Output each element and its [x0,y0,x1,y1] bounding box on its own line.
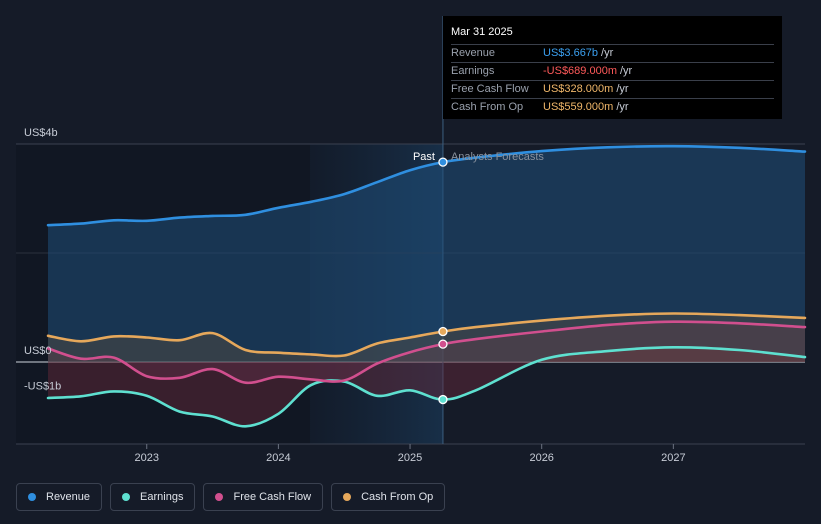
tooltip-label: Revenue [451,47,496,59]
free-cash-flow-dot-icon [215,493,224,501]
revenue-dot-icon [28,493,36,501]
revenue-line [46,144,807,227]
legend-item-free-cash-flow[interactable]: Free Cash Flow [203,483,324,511]
cash-from-op-marker [438,326,448,337]
free-cash-flow-line [46,320,807,385]
tooltip-date: Mar 31 2025 [451,26,513,38]
revenue-marker [438,157,448,167]
x-tick-label: 2027 [661,452,685,464]
cash-from-op-dot-icon [343,493,352,501]
x-tick-label: 2024 [266,452,290,464]
tooltip-label: Earnings [451,65,495,77]
legend-item-earnings[interactable]: Earnings [110,483,196,511]
earnings-area [48,347,805,427]
x-tick-label: 2023 [134,452,158,464]
tooltip-unit: /yr [601,47,614,59]
legend: Revenue Earnings Free Cash Flow Cash Fro… [16,483,446,511]
tooltip-unit: /yr [620,65,633,77]
revenue-area [48,146,805,362]
earnings-marker [438,394,448,405]
tooltip-label: Cash From Op [451,101,524,113]
tooltip-value: US$328.000m [543,83,614,95]
tooltip-row-earnings: Earnings -US$689.000m /yr [451,62,774,80]
earnings-line [46,345,807,428]
tooltip-unit: /yr [616,83,629,95]
tooltip-value: US$3.667b [543,47,599,59]
earnings-dot-icon [122,493,131,501]
legend-item-revenue[interactable]: Revenue [16,483,103,511]
tooltip-unit: /yr [616,101,629,113]
x-tick-label: 2025 [398,452,422,464]
legend-label: Free Cash Flow [233,491,312,503]
legend-label: Cash From Op [361,491,434,503]
y-axis-label: US$4b [24,127,58,139]
x-tick-label: 2026 [529,452,553,464]
tooltip: Mar 31 2025 Revenue US$3.667b /yr Earnin… [443,16,782,119]
cash-from-op-line [46,312,807,358]
past-label: Past [413,151,435,163]
tooltip-row-free-cash-flow: Free Cash Flow US$328.000m /yr [451,80,774,98]
y-axis-label: -US$1b [24,380,61,392]
legend-item-cash-from-op[interactable]: Cash From Op [331,483,446,511]
y-axis-label: US$0 [24,345,52,357]
tooltip-row-revenue: Revenue US$3.667b /yr [451,44,774,62]
free-cash-flow-area [48,321,805,383]
forecast-label: Analysts Forecasts [451,151,544,163]
tooltip-label: Free Cash Flow [451,83,529,95]
free-cash-flow-marker [438,339,448,349]
tooltip-value: -US$689.000m [543,65,617,77]
tooltip-row-cash-from-op: Cash From Op US$559.000m /yr [451,98,774,116]
legend-label: Earnings [140,491,184,503]
legend-label: Revenue [46,491,91,503]
tooltip-value: US$559.000m [543,101,614,113]
